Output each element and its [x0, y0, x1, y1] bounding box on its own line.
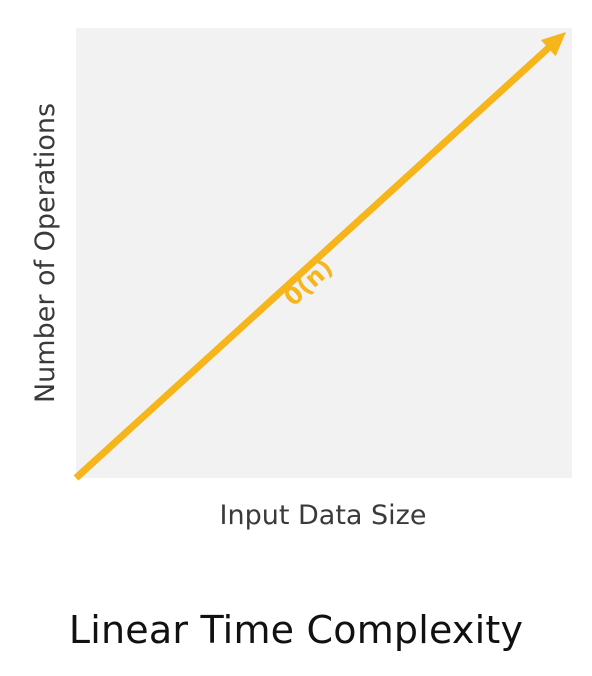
series-arrowhead [540, 32, 566, 57]
linear-complexity-chart: 0(n) Input Data Size Number of Operation… [30, 28, 572, 531]
x-axis-label: Input Data Size [220, 500, 427, 531]
series-line-o-n [73, 44, 553, 481]
y-axis-label: Number of Operations [30, 103, 61, 403]
figure-caption: Linear Time Complexity [68, 608, 524, 652]
